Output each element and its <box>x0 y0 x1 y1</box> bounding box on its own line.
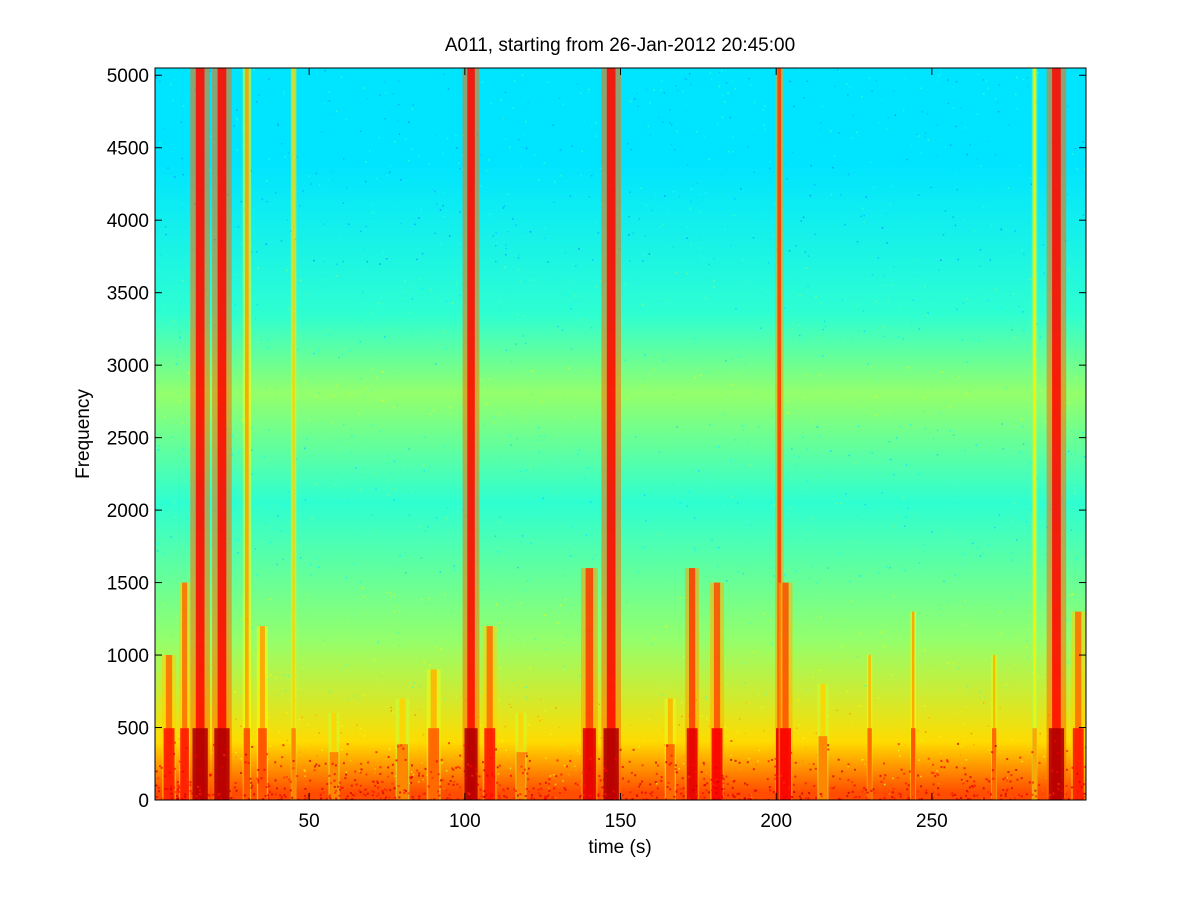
y-tick-label-2500: 2500 <box>107 429 149 450</box>
y-tick-label-0: 0 <box>138 791 149 812</box>
event-22 <box>866 655 873 800</box>
x-tick-label-100: 100 <box>449 811 481 832</box>
y-tick-label-4500: 4500 <box>107 139 149 160</box>
y-tick-label-3000: 3000 <box>107 356 149 377</box>
y-tick-label-3500: 3500 <box>107 284 149 305</box>
event-18 <box>710 582 724 800</box>
event-10 <box>426 669 441 800</box>
event-3 <box>190 68 210 800</box>
event-12 <box>482 626 497 800</box>
event-20 <box>778 582 793 800</box>
x-tick-label-250: 250 <box>916 811 948 832</box>
y-tick-label-4000: 4000 <box>107 211 149 232</box>
event-2 <box>179 582 191 800</box>
y-tick-label-1500: 1500 <box>107 574 149 595</box>
x-tick-label-200: 200 <box>760 811 792 832</box>
y-axis-label: Frequency <box>73 389 94 479</box>
event-11 <box>462 68 480 800</box>
low-frequency-floor <box>155 740 1086 800</box>
y-tick-label-2000: 2000 <box>107 501 149 522</box>
event-17 <box>685 568 700 800</box>
event-8 <box>328 713 340 800</box>
event-24 <box>991 655 997 800</box>
event-1 <box>162 655 176 800</box>
event-13 <box>515 713 527 800</box>
y-tick-label-1000: 1000 <box>107 646 149 667</box>
event-16 <box>664 698 676 800</box>
event-21 <box>817 684 829 800</box>
event-25 <box>1031 68 1038 800</box>
event-5 <box>242 68 252 800</box>
x-axis: 50 100 150 200 250 <box>299 68 948 832</box>
event-4 <box>212 68 232 800</box>
x-axis-label: time (s) <box>588 837 651 858</box>
event-27 <box>1071 611 1086 800</box>
plot-area <box>155 68 1086 800</box>
y-axis: 0 500 1000 1500 2000 2500 3000 3500 4000 4500 5000 <box>107 66 1086 812</box>
event-7 <box>290 68 297 800</box>
event-6 <box>256 626 268 800</box>
y-tick-label-5000: 5000 <box>107 66 149 87</box>
event-26 <box>1046 68 1067 800</box>
chart-title: A011, starting from 26-Jan-2012 20:45:00 <box>445 35 795 56</box>
x-tick-label-50: 50 <box>299 811 320 832</box>
x-tick-label-150: 150 <box>605 811 637 832</box>
event-15 <box>601 68 621 800</box>
event-14 <box>581 568 598 800</box>
event-23 <box>910 611 916 800</box>
y-tick-label-500: 500 <box>117 719 149 740</box>
